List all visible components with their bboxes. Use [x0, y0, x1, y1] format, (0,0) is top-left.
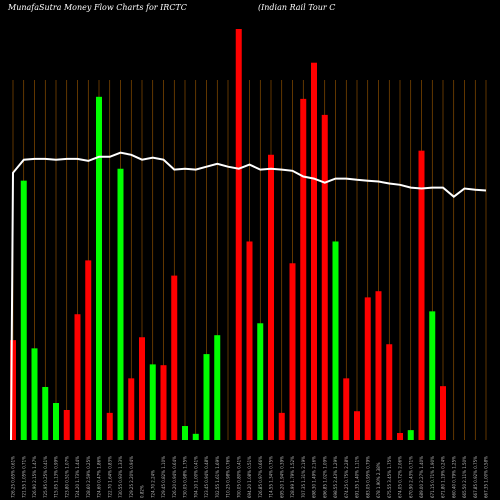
bar-down [364, 297, 371, 440]
x-tick-label: 710.25 0.98% 0.76% [226, 456, 231, 498]
x-tick-label: 729.25 2.20% 0.94% [129, 456, 134, 498]
x-tick-label: 675.55 3.45% 1.75% [387, 456, 392, 498]
x-tick-label: 665.50 2.11% 1.50% [462, 456, 467, 498]
x-tick-label: 683.05 0.95% 0.79% [365, 456, 370, 498]
bar-down [160, 365, 167, 440]
x-tick-label: 715.05 1.13% 0.99% [54, 456, 59, 498]
bar-down [106, 412, 113, 440]
bar-down [85, 260, 92, 440]
x-tick-label: 702.55 1.61% 1.69% [215, 456, 220, 498]
x-tick-label: 667.85 0.92% 0.75% [473, 456, 478, 498]
chart-title: MunafaSutra Money Flow Charts for IRCTC [7, 3, 187, 12]
bar-down [289, 263, 296, 440]
bar-down [171, 275, 178, 440]
bar-up [192, 433, 199, 440]
bar-down [246, 241, 253, 440]
x-tick-label: 674.25 0.75% 2.28% [344, 456, 349, 498]
x-tick-label: 726.85 0.97% 0.66% [258, 456, 263, 498]
x-tick-labels: 726.25 0.65% 0.61% 721.55 1.05% 0.71% 726.… [11, 456, 489, 498]
bar-up [214, 335, 221, 440]
bar-down [300, 98, 307, 441]
x-tick-label: 726.20 0.94% 0.64% [172, 456, 177, 498]
bar-down [354, 411, 360, 440]
x-tick-label: 729.45 0.82% 1.10% [161, 456, 166, 498]
bar-down [343, 378, 350, 440]
x-tick-label: 671.15 0.71% 1.90% [430, 456, 435, 498]
money-flow-line [10, 151, 487, 441]
x-tick-label: 694.20 1.08% 0.51% [247, 456, 252, 498]
bar-down [321, 114, 328, 441]
x-tick-label: 700.05 0.80% 0.41% [236, 456, 241, 498]
x-tick-label: 689.00 2.27% 1.40% [419, 456, 424, 498]
bar-up [117, 168, 124, 441]
x-tick-label: 722.70 1.64% 0.83% [107, 456, 112, 498]
x-tick-label: 724.60 0.47% 1.86% [97, 456, 102, 498]
bar-up [182, 426, 188, 440]
bar-down [268, 154, 274, 441]
x-tick-label: 698.55 2.43% 1.29% [333, 456, 338, 498]
bar-down [139, 337, 145, 440]
x-tick-label: 670.90 2.43% 0.71% [408, 456, 413, 498]
x-tick-label: 707.35 1.31% 2.19% [301, 456, 306, 498]
x-tick-label: 724.70 2.24% [150, 470, 155, 498]
bar-down [418, 150, 425, 440]
x-tick-label: 698.30 1.49% 2.16% [312, 456, 317, 498]
x-tick-label: 726.25 0.65% 0.61% [11, 456, 16, 498]
bar-up [149, 364, 156, 440]
x-tick-label: 730.05 0.98% 1.75% [183, 456, 188, 498]
x-tick-label: 660.40 0.79% 1.25% [451, 456, 456, 498]
bar-up [407, 430, 414, 440]
x-tick-label: 721.55 1.05% 0.71% [21, 456, 26, 498]
bar-up [42, 386, 49, 440]
x-tick-label: 728.99 1.79% 1.52% [290, 456, 295, 498]
bar-down [235, 29, 242, 440]
chart-bars [10, 29, 446, 441]
bar-up [257, 323, 264, 440]
bar-up [20, 180, 27, 440]
x-tick-label: 0.82% [140, 485, 145, 498]
x-tick-label: 695.20 1.94% 0.39% [279, 456, 284, 498]
bar-up [31, 348, 38, 440]
bar-down [375, 291, 382, 440]
x-tick-label: 674.05 0.72% 2.06% [398, 456, 403, 498]
x-tick-label: 725.95 0.25% 0.41% [43, 456, 48, 498]
bar-down [278, 412, 285, 440]
bar-down [63, 409, 70, 440]
bar-down [10, 340, 16, 440]
bar-down [311, 62, 317, 441]
x-tick-label: 730.55 0.93% 1.33% [118, 456, 123, 498]
bar-down [74, 314, 81, 440]
x-tick-label: 714.55 1.34% 0.75% [269, 456, 274, 498]
bar-down [397, 433, 403, 440]
bar-up [96, 96, 102, 440]
bar-up [429, 311, 436, 440]
bar-down [440, 386, 446, 440]
x-tick-label: 704.10 1.00% 0.41% [193, 456, 198, 498]
bar-down [386, 344, 393, 440]
x-tick-label: 691.35 1.40% 1.11% [355, 456, 360, 498]
x-tick-label: 696.85 1.02% 1.09% [322, 456, 327, 498]
bar-down [128, 378, 135, 440]
x-tick-label: 671.80 1.19% 0.24% [441, 456, 446, 498]
x-tick-label: 724.20 1.73% 1.44% [75, 456, 80, 498]
bar-up [53, 403, 59, 440]
x-tick-label: 678 1.90% 2.38% [376, 462, 381, 498]
x-tick-label: 723.45 0.94% 0.48% [204, 456, 209, 498]
chart-subtitle: (Indian Rail Tour C [258, 3, 335, 12]
bar-up [203, 354, 210, 440]
x-tick-label: 667.35 1.00% 0.58% [484, 456, 489, 498]
x-tick-label: 723.80 0.51% 1.07% [64, 456, 69, 498]
x-tick-label: 726.90 2.15% 1.47% [32, 456, 37, 498]
x-tick-label: 728.60 2.59% 0.25% [86, 456, 91, 498]
bar-up [332, 241, 339, 440]
